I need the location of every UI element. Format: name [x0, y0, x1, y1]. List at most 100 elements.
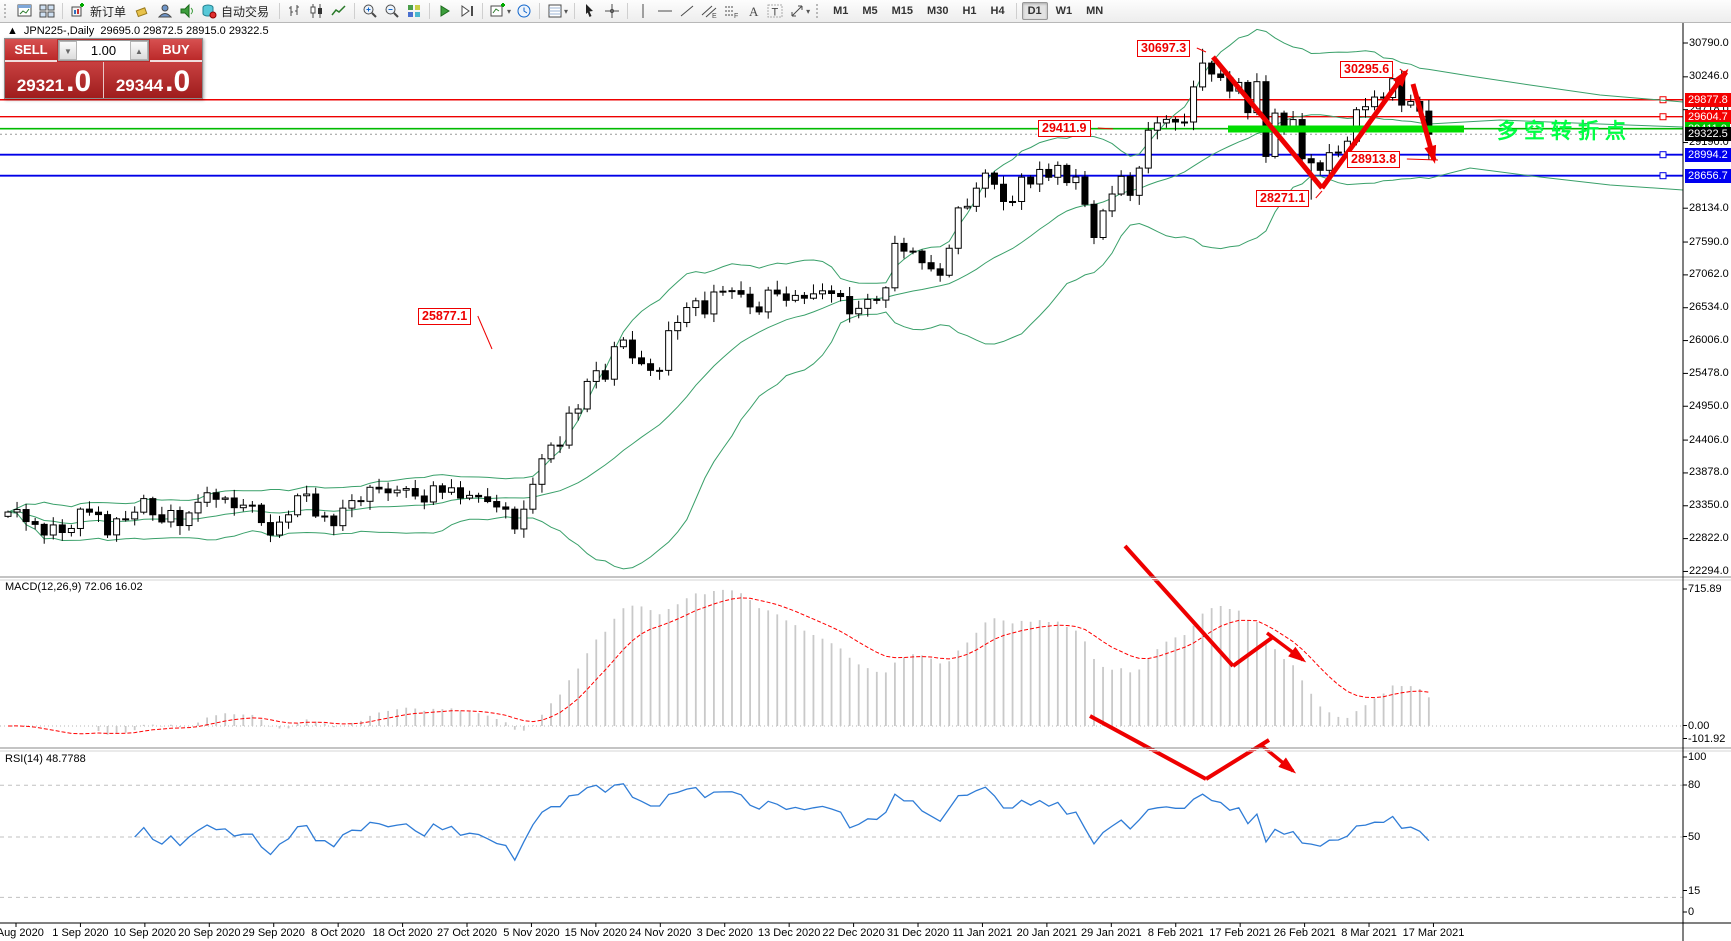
bollinger-middle-band: [7, 114, 1683, 525]
timeframe-button-H1[interactable]: H1: [962, 5, 977, 17]
date-tick-label: 15 Nov 2020: [564, 927, 628, 939]
toolbar-button-chart-window[interactable]: [14, 1, 36, 21]
timeframe-button-M5[interactable]: M5: [862, 5, 878, 17]
green-highlight-bar[interactable]: [1228, 125, 1464, 133]
buy-button[interactable]: BUY: [150, 39, 202, 62]
volume-decrease-button[interactable]: ▼: [59, 41, 77, 60]
toolbar-button-crosshair[interactable]: [601, 1, 623, 21]
date-tick-label: 3 Aug 2020: [0, 927, 44, 939]
toolbar-button-line-chart[interactable]: [328, 1, 350, 21]
line-handle[interactable]: [1659, 172, 1667, 180]
macd-axis-label: 0.00: [1688, 719, 1710, 732]
price-tag-label[interactable]: 28271.1: [1256, 190, 1310, 207]
date-tick-label: 18 Oct 2020: [372, 927, 433, 939]
toolbar-button-cursor[interactable]: [579, 1, 601, 21]
toolbar-button-tile-windows[interactable]: [36, 1, 58, 21]
macd-pane[interactable]: [0, 589, 1683, 735]
toolbar-button-templates[interactable]: [544, 1, 566, 21]
price-pane[interactable]: [0, 28, 1683, 570]
toolbar-button-vline[interactable]: [632, 1, 654, 21]
toolbar-drag-handle[interactable]: [4, 4, 11, 18]
new-chart-icon: [490, 3, 506, 17]
toolbar-button-autotrade[interactable]: [198, 1, 220, 21]
price-tag-label[interactable]: 25877.1: [418, 308, 472, 325]
toolbar-button-new-chart[interactable]: [487, 1, 509, 21]
toolbar: 新订单 自动交易 ▾ ▾ E F A T ▾ M1 M5 M15 M30 H1 H4 D1 W1 MN: [0, 0, 1731, 23]
timeframe-button-D1[interactable]: D1: [1021, 2, 1048, 20]
toolbar-button-zoom-out[interactable]: [381, 1, 403, 21]
toolbar-button-arrows-tool[interactable]: [786, 1, 808, 21]
toolbar-button-fibonacci[interactable]: F: [720, 1, 742, 21]
volume-increase-button[interactable]: ▲: [130, 41, 148, 60]
date-tick-label: 31 Dec 2020: [886, 927, 950, 939]
svg-text:T: T: [772, 7, 779, 19]
price-line-badge: 29604.7: [1685, 109, 1731, 124]
timeframe-button-M1[interactable]: M1: [833, 5, 849, 17]
sell-price[interactable]: 29321 .0: [5, 62, 104, 98]
timeframe-button-M30[interactable]: M30: [927, 5, 949, 17]
toolbar-button-bar-chart[interactable]: [284, 1, 306, 21]
date-tick-label: 11 Jan 2021: [952, 927, 1013, 939]
date-tick-label: 22 Dec 2020: [822, 927, 885, 939]
line-handle[interactable]: [1659, 113, 1667, 121]
toolbar-button-indicators[interactable]: [403, 1, 425, 21]
vline-icon: [642, 4, 644, 18]
date-tick-label: 10 Sep 2020: [113, 927, 177, 939]
line-handle[interactable]: [1659, 151, 1667, 159]
crosshair-icon: [605, 4, 620, 18]
date-tick-label: 3 Dec 2020: [696, 927, 753, 939]
volume-input[interactable]: 1.00: [90, 43, 117, 58]
toolbar-button-channel[interactable]: E: [698, 1, 720, 21]
dropdown-caret-icon[interactable]: ▾: [564, 6, 569, 16]
candlestick-chart-icon: [310, 4, 323, 18]
bollinger-upper-band: [7, 28, 1683, 513]
price-tag-label[interactable]: 29411.9: [1038, 120, 1091, 137]
profile-icon: [157, 4, 173, 18]
toolbar-button-sound[interactable]: [176, 1, 198, 21]
svg-text:E: E: [712, 13, 717, 19]
price-tick-label: 26534.0: [1689, 301, 1729, 314]
toolbar-button-label[interactable]: T: [764, 1, 786, 21]
symbol-info-bar: ▲ JPN225-,Daily 29695.0 29872.5 28915.0 2…: [7, 25, 269, 37]
timeframe-button-MN[interactable]: MN: [1086, 5, 1104, 17]
toolbar-button-auto-scroll[interactable]: [434, 1, 456, 21]
autotrade-label[interactable]: 自动交易: [221, 4, 270, 19]
timeframe-button-W1[interactable]: W1: [1055, 5, 1073, 17]
sound-icon: [180, 3, 194, 19]
price-tick-label: 24406.0: [1689, 433, 1729, 446]
price-tag-label[interactable]: 30295.6: [1340, 61, 1394, 78]
ohlc-low: 28915.0: [185, 25, 226, 37]
symbol-collapse-icon[interactable]: ▲: [7, 25, 18, 37]
toolbar-button-trendline[interactable]: [676, 1, 698, 21]
arrows-tool-icon: [791, 5, 803, 17]
toolbar-button-zoom-in[interactable]: [359, 1, 381, 21]
toolbar-button-clock[interactable]: [513, 1, 535, 21]
buy-price[interactable]: 29344 .0: [115, 65, 191, 98]
toolbar-button-hline[interactable]: [654, 1, 676, 21]
rsi-pane[interactable]: [0, 783, 1683, 898]
chart-window-icon: [17, 4, 32, 17]
macd-histogram: [97, 589, 1430, 735]
timeframe-button-M15[interactable]: M15: [891, 5, 914, 17]
dropdown-caret-icon[interactable]: ▾: [507, 6, 512, 16]
toolbar-drag-handle[interactable]: [816, 4, 823, 18]
price-tag-label[interactable]: 28913.8: [1347, 151, 1401, 168]
toolbar-button-candlestick-chart[interactable]: [306, 1, 328, 21]
sell-button[interactable]: SELL: [5, 39, 57, 62]
toolbar-button-eraser[interactable]: [132, 1, 154, 21]
trend-arrows[interactable]: [1089, 55, 1437, 781]
dropdown-caret-icon[interactable]: ▾: [806, 6, 811, 16]
toolbar-button-profile[interactable]: [154, 1, 176, 21]
rsi-axis-label: 15: [1688, 884, 1701, 897]
price-tag-label[interactable]: 30697.3: [1137, 40, 1191, 57]
level-lines[interactable]: [0, 99, 1683, 177]
new-order-icon: [71, 3, 84, 17]
toolbar-button-text[interactable]: A: [742, 1, 764, 21]
new-order-label[interactable]: 新订单: [90, 4, 127, 19]
timeframe-button-H4[interactable]: H4: [990, 5, 1005, 17]
toolbar-button-chart-shift[interactable]: [456, 1, 478, 21]
price-tick-label: 22822.0: [1689, 532, 1729, 545]
toolbar-button-new-order[interactable]: [67, 1, 89, 21]
